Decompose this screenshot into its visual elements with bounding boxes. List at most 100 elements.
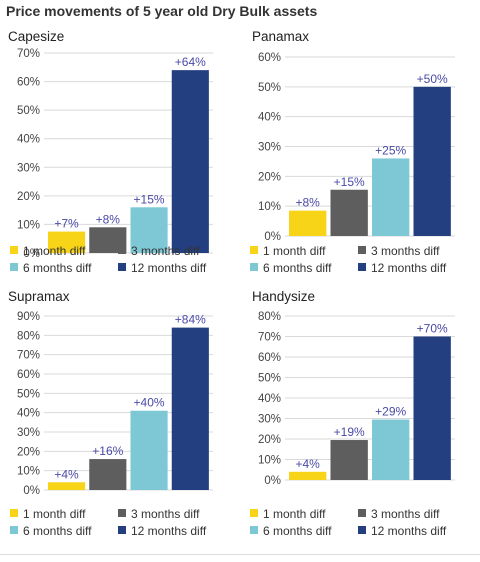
legend-item-12-months-diff: 12 months diff xyxy=(118,261,206,275)
legend-label: 6 months diff xyxy=(263,261,332,275)
bar-6-months-diff xyxy=(372,158,410,236)
y-tick-label: 70% xyxy=(17,48,40,60)
y-tick-label: 0% xyxy=(264,231,281,243)
data-label: +25% xyxy=(375,143,406,157)
chart-panel-capesize: Capesize 0% 10% 20% 30% 40% 50% 60% 70% +7% +8% +15… xyxy=(0,24,240,284)
y-tick-label: 40% xyxy=(17,408,40,420)
chart-title-supramax: Supramax xyxy=(8,289,70,304)
legend-label: 12 months diff xyxy=(371,261,447,275)
y-tick-label: 50% xyxy=(258,82,281,94)
y-tick-label: 10% xyxy=(258,201,281,213)
y-tick-label: 60% xyxy=(17,77,40,89)
legend-label: 6 months diff xyxy=(263,524,332,538)
bar-6-months-diff xyxy=(130,410,168,490)
legend-item-1-month-diff: 1 month diff xyxy=(250,244,325,258)
bar-chart-capesize: Capesize 0% 10% 20% 30% 40% 50% 60% 70% +7% +8% +15… xyxy=(8,29,213,260)
y-tick-label: 80% xyxy=(258,311,281,323)
chart-panel-handysize: Handysize 0% 10% 20% 30% 40% 50% 60% 70% 80% +4% +1… xyxy=(240,284,480,554)
y-tick-label: 60% xyxy=(258,52,281,64)
legend-item-3-months-diff: 3 months diff xyxy=(358,507,439,521)
chart-title-handysize: Handysize xyxy=(252,289,315,304)
legend-item-12-months-diff: 12 months diff xyxy=(358,261,446,275)
legend-item-1-month-diff: 1 month diff xyxy=(10,244,85,258)
bar-1-month-diff xyxy=(48,482,86,490)
data-label: +29% xyxy=(375,405,406,419)
y-tick-label: 50% xyxy=(17,388,40,400)
legend-item-12-months-diff: 12 months diff xyxy=(118,524,206,538)
data-label: +4% xyxy=(295,457,320,471)
bar-1-month-diff xyxy=(48,231,86,253)
legend-label: 6 months diff xyxy=(23,524,92,538)
legend-label: 1 month diff xyxy=(23,507,86,521)
legend-supramax: 1 month diff 3 months diff 6 months diff 12… xyxy=(0,505,240,545)
bar-6-months-diff xyxy=(372,419,410,480)
legend-swatch xyxy=(118,246,126,254)
legend-swatch xyxy=(358,509,366,517)
legend-swatch xyxy=(358,263,366,271)
legend-item-6-months-diff: 6 months diff xyxy=(250,261,331,275)
data-label: +19% xyxy=(334,425,365,439)
legend-item-1-month-diff: 1 month diff xyxy=(10,507,85,521)
bar-12-months-diff xyxy=(171,327,209,490)
legend-item-6-months-diff: 6 months diff xyxy=(10,261,91,275)
y-tick-label: 10% xyxy=(17,466,40,478)
chart-title-panamax: Panamax xyxy=(252,29,309,44)
legend-label: 3 months diff xyxy=(371,244,440,258)
bar-12-months-diff xyxy=(413,86,451,236)
bar-1-month-diff xyxy=(289,210,327,236)
legend-label: 1 month diff xyxy=(263,507,326,521)
y-tick-label: 30% xyxy=(258,142,281,154)
bar-1-month-diff xyxy=(289,471,327,480)
legend-handysize: 1 month diff 3 months diff 6 months diff 12… xyxy=(240,505,480,545)
data-label: +8% xyxy=(96,212,121,226)
legend-swatch xyxy=(118,509,126,517)
bar-12-months-diff xyxy=(413,336,451,480)
y-tick-label: 70% xyxy=(258,332,281,344)
bar-3-months-diff xyxy=(89,459,127,490)
y-tick-label: 20% xyxy=(258,434,281,446)
data-label: +7% xyxy=(54,217,79,231)
y-tick-label: 30% xyxy=(258,414,281,426)
y-tick-label: 70% xyxy=(17,350,40,362)
data-label: +15% xyxy=(334,175,365,189)
y-tick-label: 40% xyxy=(258,112,281,124)
legend-swatch xyxy=(250,526,258,534)
y-tick-label: 60% xyxy=(17,369,40,381)
legend-capesize: 1 month diff 3 months diff 6 months diff 12… xyxy=(0,242,240,282)
y-tick-label: 10% xyxy=(258,455,281,467)
y-tick-label: 50% xyxy=(17,105,40,117)
y-tick-label: 30% xyxy=(17,427,40,439)
y-tick-label: 20% xyxy=(258,171,281,183)
legend-label: 6 months diff xyxy=(23,261,92,275)
legend-label: 1 month diff xyxy=(23,244,86,258)
bar-chart-supramax: Supramax 0% 10% 20% 30% 40% 50% 60% 70% 80% 90% +4%… xyxy=(8,289,213,497)
data-label: +16% xyxy=(92,444,123,458)
legend-item-3-months-diff: 3 months diff xyxy=(118,507,199,521)
bar-6-months-diff xyxy=(130,207,168,253)
legend-label: 1 month diff xyxy=(263,244,326,258)
legend-item-1-month-diff: 1 month diff xyxy=(250,507,325,521)
bar-chart-panamax: Panamax 0% 10% 20% 30% 40% 50% 60% +8% +15% +25% +5… xyxy=(252,29,455,243)
legend-swatch xyxy=(118,263,126,271)
bottom-divider xyxy=(0,554,480,555)
data-label: +8% xyxy=(295,196,320,210)
y-tick-label: 0% xyxy=(264,475,281,487)
y-tick-label: 40% xyxy=(258,393,281,405)
legend-item-3-months-diff: 3 months diff xyxy=(118,244,199,258)
bar-3-months-diff xyxy=(330,189,368,236)
y-tick-label: 60% xyxy=(258,352,281,364)
bar-3-months-diff xyxy=(330,440,368,480)
legend-label: 3 months diff xyxy=(371,507,440,521)
legend-label: 12 months diff xyxy=(131,524,207,538)
data-label: +64% xyxy=(175,55,206,69)
data-label: +15% xyxy=(134,192,165,206)
legend-item-6-months-diff: 6 months diff xyxy=(10,524,91,538)
bar-chart-handysize: Handysize 0% 10% 20% 30% 40% 50% 60% 70% 80% +4% +1… xyxy=(252,289,455,487)
legend-item-3-months-diff: 3 months diff xyxy=(358,244,439,258)
page-title: Price movements of 5 year old Dry Bulk a… xyxy=(6,3,318,19)
data-label: +84% xyxy=(175,313,206,327)
legend-panamax: 1 month diff 3 months diff 6 months diff 12… xyxy=(240,242,480,282)
y-tick-label: 80% xyxy=(17,330,40,342)
y-tick-label: 90% xyxy=(17,311,40,323)
y-tick-label: 40% xyxy=(17,134,40,146)
